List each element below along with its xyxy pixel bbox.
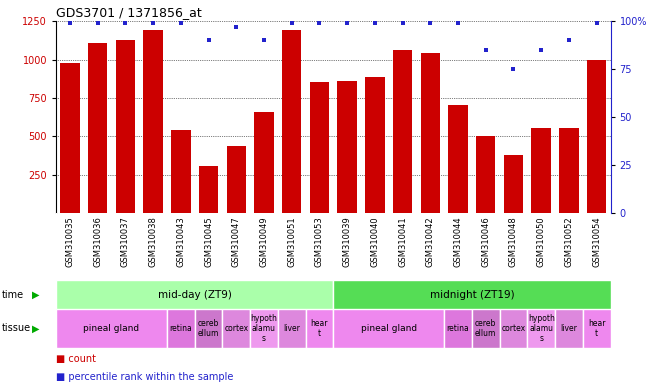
Text: GSM310053: GSM310053 bbox=[315, 217, 324, 267]
Text: cortex: cortex bbox=[224, 324, 248, 333]
Point bbox=[591, 20, 602, 26]
Point bbox=[397, 20, 408, 26]
Text: cereb
ellum: cereb ellum bbox=[198, 319, 219, 338]
Text: GSM310047: GSM310047 bbox=[232, 217, 241, 267]
Bar bbox=[199, 166, 218, 213]
Bar bbox=[444, 309, 472, 348]
Text: GDS3701 / 1371856_at: GDS3701 / 1371856_at bbox=[56, 6, 202, 19]
Bar bbox=[306, 309, 333, 348]
Bar bbox=[476, 136, 496, 213]
Point bbox=[259, 37, 269, 43]
Text: retina: retina bbox=[170, 324, 192, 333]
Bar bbox=[555, 309, 583, 348]
Bar bbox=[559, 128, 579, 213]
Point bbox=[564, 37, 574, 43]
Bar bbox=[333, 309, 444, 348]
Point bbox=[536, 47, 546, 53]
Text: hear
t: hear t bbox=[588, 319, 605, 338]
Text: GSM310050: GSM310050 bbox=[537, 217, 546, 267]
Bar bbox=[171, 130, 191, 213]
Point bbox=[120, 20, 131, 26]
Bar bbox=[420, 53, 440, 213]
Bar bbox=[88, 43, 108, 213]
Text: hypoth
alamu
s: hypoth alamu s bbox=[528, 314, 554, 343]
Text: GSM310036: GSM310036 bbox=[93, 217, 102, 267]
Text: mid-day (ZT9): mid-day (ZT9) bbox=[158, 290, 232, 300]
Text: GSM310043: GSM310043 bbox=[176, 217, 185, 267]
Point bbox=[314, 20, 325, 26]
Bar bbox=[56, 309, 167, 348]
Text: GSM310035: GSM310035 bbox=[65, 217, 75, 267]
Bar bbox=[504, 155, 523, 213]
Bar bbox=[448, 105, 468, 213]
Text: liver: liver bbox=[283, 324, 300, 333]
Text: GSM310045: GSM310045 bbox=[204, 217, 213, 267]
Text: GSM310046: GSM310046 bbox=[481, 217, 490, 267]
Bar bbox=[115, 40, 135, 213]
Text: GSM310054: GSM310054 bbox=[592, 217, 601, 267]
Text: GSM310039: GSM310039 bbox=[343, 217, 352, 267]
Point bbox=[65, 20, 75, 26]
Text: time: time bbox=[1, 290, 24, 300]
Bar bbox=[587, 60, 607, 213]
Bar bbox=[143, 30, 163, 213]
Bar bbox=[56, 280, 333, 309]
Text: cortex: cortex bbox=[502, 324, 525, 333]
Text: retina: retina bbox=[447, 324, 469, 333]
Text: GSM310037: GSM310037 bbox=[121, 217, 130, 267]
Text: GSM310052: GSM310052 bbox=[564, 217, 574, 267]
Point bbox=[92, 20, 103, 26]
Text: midnight (ZT19): midnight (ZT19) bbox=[430, 290, 514, 300]
Point bbox=[508, 66, 519, 72]
Text: GSM310051: GSM310051 bbox=[287, 217, 296, 267]
Text: hypoth
alamu
s: hypoth alamu s bbox=[251, 314, 277, 343]
Bar bbox=[278, 309, 306, 348]
Text: ■ percentile rank within the sample: ■ percentile rank within the sample bbox=[56, 372, 234, 382]
Bar bbox=[167, 309, 195, 348]
Bar bbox=[195, 309, 222, 348]
Text: GSM310041: GSM310041 bbox=[398, 217, 407, 267]
Point bbox=[342, 20, 352, 26]
Text: GSM310044: GSM310044 bbox=[453, 217, 463, 267]
Bar bbox=[472, 309, 500, 348]
Text: GSM310040: GSM310040 bbox=[370, 217, 380, 267]
Bar bbox=[500, 309, 527, 348]
Text: GSM310042: GSM310042 bbox=[426, 217, 435, 267]
Bar bbox=[282, 30, 302, 213]
Bar bbox=[531, 128, 551, 213]
Text: ▶: ▶ bbox=[32, 290, 39, 300]
Point bbox=[480, 47, 491, 53]
Point bbox=[425, 20, 436, 26]
Bar bbox=[393, 50, 412, 213]
Text: GSM310038: GSM310038 bbox=[148, 217, 158, 267]
Text: liver: liver bbox=[560, 324, 578, 333]
Bar bbox=[333, 280, 610, 309]
Text: ▶: ▶ bbox=[32, 323, 39, 333]
Text: GSM310049: GSM310049 bbox=[259, 217, 269, 267]
Text: tissue: tissue bbox=[1, 323, 30, 333]
Bar bbox=[527, 309, 555, 348]
Bar bbox=[583, 309, 610, 348]
Text: pineal gland: pineal gland bbox=[360, 324, 417, 333]
Bar bbox=[60, 63, 80, 213]
Point bbox=[203, 37, 214, 43]
Text: hear
t: hear t bbox=[311, 319, 328, 338]
Bar bbox=[226, 146, 246, 213]
Text: pineal gland: pineal gland bbox=[83, 324, 140, 333]
Bar bbox=[337, 81, 357, 213]
Bar bbox=[222, 309, 250, 348]
Point bbox=[286, 20, 297, 26]
Bar bbox=[254, 112, 274, 213]
Text: GSM310048: GSM310048 bbox=[509, 217, 518, 267]
Point bbox=[148, 20, 158, 26]
Bar bbox=[310, 82, 329, 213]
Bar bbox=[250, 309, 278, 348]
Point bbox=[176, 20, 186, 26]
Point bbox=[370, 20, 380, 26]
Point bbox=[453, 20, 463, 26]
Text: cereb
ellum: cereb ellum bbox=[475, 319, 496, 338]
Bar bbox=[365, 77, 385, 213]
Point bbox=[231, 24, 242, 30]
Text: ■ count: ■ count bbox=[56, 354, 96, 364]
